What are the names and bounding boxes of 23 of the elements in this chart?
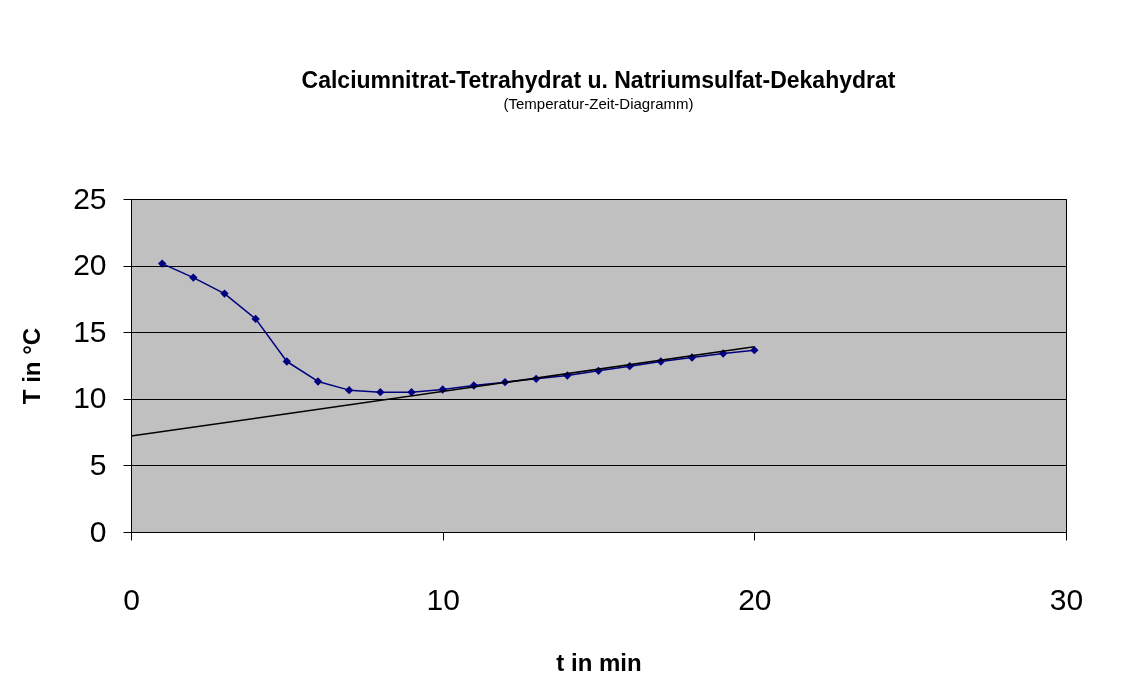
y-tick-label: 15 [73, 314, 107, 348]
x-axis-title: t in min [556, 648, 642, 676]
point [157, 259, 167, 268]
x-tick-label: 30 [1049, 582, 1084, 616]
x-tick-label: 20 [738, 582, 772, 616]
y-tick-label: 10 [73, 381, 107, 415]
point [313, 377, 323, 386]
chart-title: Calciumnitrat-Tetrahydrat u. Natriumsulfat-Dekahydrat [301, 67, 896, 93]
y-axis-title: T in °C [18, 327, 46, 405]
point [282, 357, 292, 366]
chart-subtitle: (Temperatur-Zeit-Diagramm) [503, 95, 694, 112]
point [376, 387, 385, 397]
point [220, 289, 229, 298]
point [189, 273, 198, 282]
x-tick-label: 10 [426, 582, 460, 616]
y-tick-label: 0 [89, 514, 107, 548]
y-tick-label: 20 [73, 248, 107, 282]
point [750, 346, 759, 355]
y-tick-label: 25 [73, 181, 107, 215]
point [251, 314, 260, 324]
x-tick-label: 0 [123, 582, 140, 616]
y-tick-label: 5 [89, 447, 107, 481]
point [344, 385, 354, 395]
